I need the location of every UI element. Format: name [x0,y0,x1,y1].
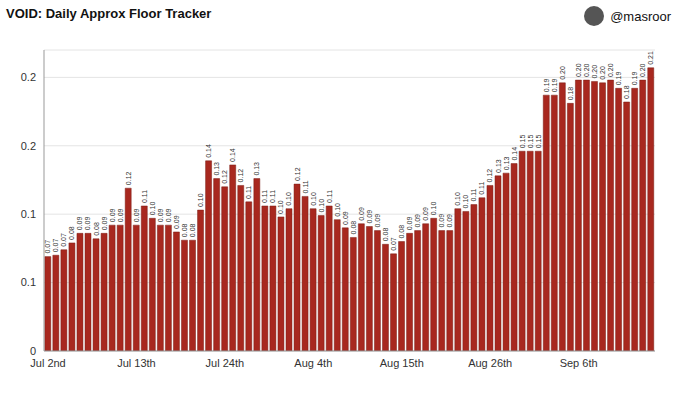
svg-text:0.12: 0.12 [125,171,132,185]
svg-text:0.18: 0.18 [567,87,574,101]
svg-text:0.08: 0.08 [382,228,389,242]
svg-text:0.08: 0.08 [181,223,188,237]
svg-text:0.13: 0.13 [253,162,260,176]
svg-text:0.09: 0.09 [374,214,381,228]
html-text:VOID: Daily Approx Floor Track: VOID: Daily Approx Floor Tracker [6,6,212,21]
svg-text:0.19: 0.19 [543,78,550,92]
svg-text:0.20: 0.20 [559,66,566,80]
svg-text:Jul 24th: Jul 24th [206,357,245,369]
svg-text:0.07: 0.07 [52,238,59,252]
svg-text:0.09: 0.09 [109,208,116,222]
svg-text:0.10: 0.10 [285,192,292,206]
svg-text:0.09: 0.09 [101,217,108,231]
svg-text:0.10: 0.10 [334,203,341,217]
svg-text:0.12: 0.12 [221,170,228,184]
svg-text:Jul 13th: Jul 13th [117,357,156,369]
svg-text:0.15: 0.15 [527,135,534,149]
svg-text:0.11: 0.11 [269,190,276,203]
svg-text:0.13: 0.13 [503,156,510,170]
svg-text:Aug 26th: Aug 26th [468,357,512,369]
svg-text:0.14: 0.14 [511,147,518,161]
svg-text:0.21: 0.21 [647,51,654,65]
svg-text:0.20: 0.20 [583,63,590,77]
svg-text:0.10: 0.10 [430,202,437,216]
svg-text:Aug 4th: Aug 4th [294,357,332,369]
svg-text:0.20: 0.20 [639,63,646,77]
svg-text:0.20: 0.20 [575,63,582,77]
svg-text:0.11: 0.11 [141,190,148,203]
svg-text:0.08: 0.08 [189,223,196,237]
svg-text:0.10: 0.10 [462,195,469,209]
svg-text:0.13: 0.13 [495,159,502,173]
svg-text:0.09: 0.09 [406,217,413,231]
svg-text:0.2: 0.2 [21,140,36,152]
svg-text:0.09: 0.09 [165,208,172,222]
svg-text:0: 0 [30,345,36,357]
svg-text:0.1: 0.1 [21,208,36,220]
svg-text:0.09: 0.09 [438,214,445,228]
svg-text:0.07: 0.07 [44,240,51,254]
svg-text:0.10: 0.10 [310,192,317,206]
svg-text:0.09: 0.09 [133,208,140,222]
svg-text:0.15: 0.15 [519,135,526,149]
svg-text:0.09: 0.09 [342,211,349,225]
svg-text:0.09: 0.09 [157,208,164,222]
svg-text:0.18: 0.18 [623,85,630,99]
svg-text:0.09: 0.09 [85,217,92,231]
svg-text:0.09: 0.09 [422,207,429,221]
svg-text:0.09: 0.09 [117,208,124,222]
svg-text:0.09: 0.09 [414,214,421,228]
svg-text:0.11: 0.11 [245,186,252,199]
svg-text:0.20: 0.20 [599,66,606,80]
svg-text:0.19: 0.19 [615,72,622,86]
svg-text:0.14: 0.14 [229,148,236,162]
svg-text:0.07: 0.07 [390,237,397,251]
svg-text:0.14: 0.14 [205,144,212,158]
svg-text:Jul 2nd: Jul 2nd [30,357,65,369]
svg-text:0.10: 0.10 [149,202,156,216]
svg-text:Sep 6th: Sep 6th [560,357,598,369]
svg-text:0.12: 0.12 [486,169,493,183]
svg-text:0.08: 0.08 [398,225,405,239]
svg-text:0.10: 0.10 [277,200,284,214]
svg-text:0.09: 0.09 [446,214,453,228]
html-text:@masroor: @masroor [610,8,671,24]
svg-text:0.1: 0.1 [21,276,36,288]
svg-text:0.10: 0.10 [454,192,461,206]
svg-text:0.15: 0.15 [535,135,542,149]
svg-text:0.07: 0.07 [60,233,67,247]
svg-text:0.11: 0.11 [470,188,477,201]
svg-text:0.09: 0.09 [76,217,83,231]
svg-text:0.09: 0.09 [173,215,180,229]
svg-text:0.10: 0.10 [197,193,204,207]
svg-text:0.09: 0.09 [358,207,365,221]
svg-text:0.20: 0.20 [591,65,598,79]
svg-text:0.12: 0.12 [294,167,301,181]
svg-text:0.08: 0.08 [93,222,100,236]
svg-text:0.20: 0.20 [607,63,614,77]
svg-text:0.19: 0.19 [631,72,638,86]
svg-text:0.11: 0.11 [326,190,333,203]
svg-text:0.08: 0.08 [68,226,75,240]
svg-text:0.09: 0.09 [366,210,373,224]
svg-text:0.19: 0.19 [551,78,558,92]
svg-text:0.11: 0.11 [261,190,268,203]
svg-text:0.08: 0.08 [350,221,357,235]
svg-text:0.10: 0.10 [318,199,325,213]
svg-text:0.12: 0.12 [237,169,244,183]
svg-text:0.2: 0.2 [21,71,36,83]
svg-text:0.13: 0.13 [213,162,220,176]
svg-text:0.11: 0.11 [302,180,309,193]
svg-text:Aug 15th: Aug 15th [380,357,424,369]
svg-text:0.11: 0.11 [478,182,485,195]
